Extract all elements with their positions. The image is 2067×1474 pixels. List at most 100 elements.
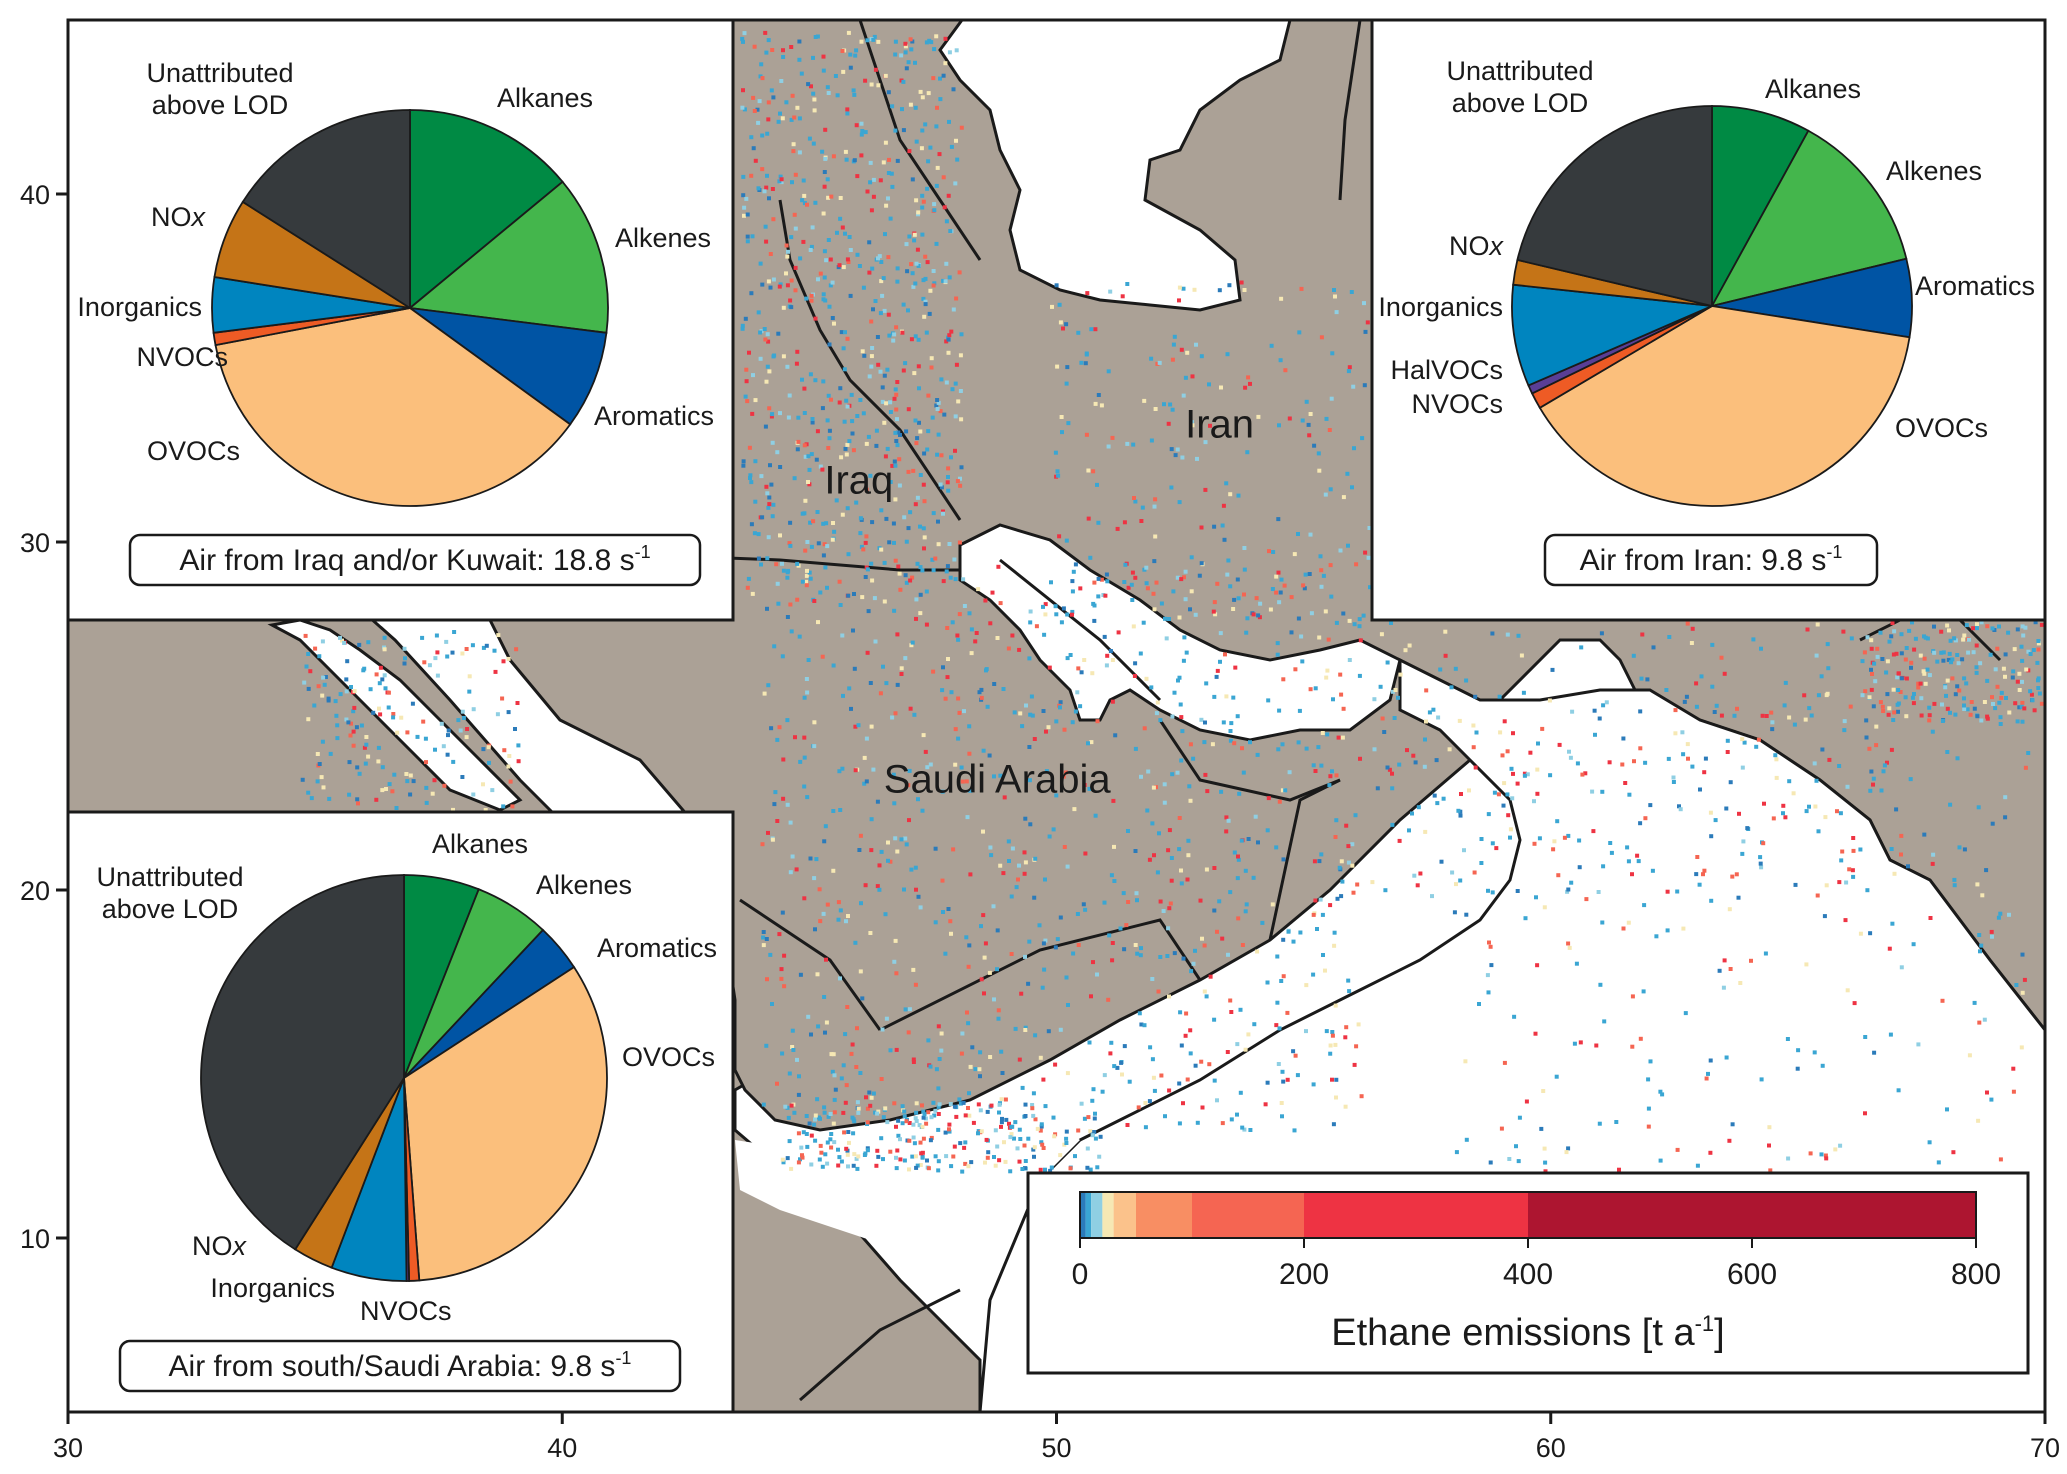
emission-dot	[1621, 736, 1626, 741]
emission-dot	[779, 180, 784, 185]
emission-dot	[881, 1115, 886, 1120]
emission-dot	[1694, 704, 1699, 709]
emission-dot	[1058, 1153, 1063, 1158]
emission-dot	[802, 784, 807, 789]
emission-dot	[1975, 714, 1980, 719]
emission-dot	[1127, 1079, 1132, 1084]
emission-dot	[1796, 1048, 1801, 1053]
emission-dot	[918, 1163, 923, 1167]
emission-dot	[1763, 951, 1768, 956]
emission-dot	[1346, 860, 1351, 865]
emission-dot	[1490, 890, 1495, 895]
emission-dot	[1308, 532, 1313, 537]
emission-dot	[773, 790, 778, 795]
emission-dot	[841, 265, 846, 270]
emission-dot	[863, 130, 868, 135]
emission-dot	[1082, 658, 1087, 662]
emission-dot	[1423, 829, 1428, 834]
emission-dot	[1274, 590, 1279, 595]
emission-dot	[1919, 696, 1924, 701]
emission-dot	[915, 436, 920, 441]
emission-dot	[886, 255, 891, 260]
emission-dot	[957, 1097, 962, 1102]
emission-dot	[1509, 766, 1514, 771]
emission-dot	[821, 54, 826, 59]
emission-dot	[1033, 856, 1038, 861]
emission-dot	[1350, 863, 1355, 868]
emission-dot	[899, 666, 904, 671]
emission-dot	[1120, 294, 1125, 299]
emission-dot	[868, 681, 873, 685]
emission-dot	[920, 1124, 925, 1129]
emission-dot	[797, 116, 802, 121]
emission-dot	[788, 520, 793, 525]
emission-dot	[1243, 909, 1248, 914]
emission-dot	[1390, 689, 1395, 694]
emission-dot	[1907, 628, 1912, 633]
emission-dot	[1199, 525, 1204, 530]
emission-dot	[1071, 569, 1076, 574]
emission-dot	[382, 647, 387, 652]
emission-dot	[918, 611, 923, 616]
emission-dot	[1759, 646, 1763, 651]
emission-dot	[1499, 1126, 1504, 1131]
emission-dot	[939, 485, 944, 490]
emission-dot	[853, 940, 858, 945]
emission-dot	[1479, 837, 1484, 841]
emission-dot	[1712, 710, 1717, 714]
emission-dot	[1055, 937, 1060, 942]
emission-dot	[1051, 827, 1056, 832]
emission-dot	[915, 247, 920, 252]
emission-dot	[1281, 1079, 1286, 1084]
emission-dot	[1220, 523, 1225, 528]
x-tick-label: 30	[53, 1433, 83, 1463]
emission-dot	[1815, 893, 1820, 898]
emission-dot	[1126, 829, 1130, 833]
emission-dot	[1328, 1051, 1333, 1056]
emission-dot	[1151, 591, 1156, 596]
emission-dot	[1436, 715, 1441, 720]
emission-dot	[1059, 415, 1064, 419]
emission-dot	[306, 717, 311, 722]
emission-dot	[1200, 936, 1204, 941]
emission-dot	[764, 379, 769, 384]
emission-dot	[1960, 657, 1965, 662]
emission-dot	[893, 497, 898, 502]
emission-dot	[1163, 1114, 1167, 1119]
emission-dot	[944, 569, 949, 574]
emission-dot	[763, 30, 768, 35]
emission-dot	[1932, 701, 1937, 706]
emission-dot	[981, 748, 986, 753]
emission-dot	[947, 275, 952, 280]
emission-dot	[1215, 1098, 1219, 1103]
emission-dot	[840, 225, 845, 230]
emission-dot	[309, 796, 314, 801]
emission-dot	[894, 392, 899, 397]
emission-dot	[1574, 961, 1579, 966]
emission-dot	[1169, 856, 1174, 860]
emission-dot	[865, 189, 870, 194]
emission-dot	[1387, 767, 1392, 772]
emission-dot	[1163, 616, 1167, 621]
emission-dot	[917, 386, 921, 391]
emission-dot	[932, 202, 937, 207]
emission-dot	[1979, 620, 1984, 625]
emission-dot	[967, 1091, 971, 1096]
emission-dot	[960, 1031, 965, 1036]
emission-dot	[2035, 660, 2040, 665]
emission-dot	[966, 964, 971, 969]
emission-dot	[1215, 929, 1219, 934]
emission-dot	[1758, 861, 1763, 866]
emission-dot	[995, 636, 1000, 640]
emission-dot	[1265, 980, 1270, 985]
emission-dot	[1740, 851, 1745, 856]
emission-dot	[832, 529, 837, 534]
emission-dot	[959, 1051, 964, 1056]
emission-dot	[1979, 718, 1984, 723]
caspian-sea	[938, 20, 1292, 312]
emission-dot	[1997, 700, 2002, 705]
emission-dot	[1964, 681, 1969, 686]
emission-dot	[903, 41, 908, 46]
emission-dot	[818, 464, 823, 469]
emission-dot	[1566, 941, 1571, 946]
